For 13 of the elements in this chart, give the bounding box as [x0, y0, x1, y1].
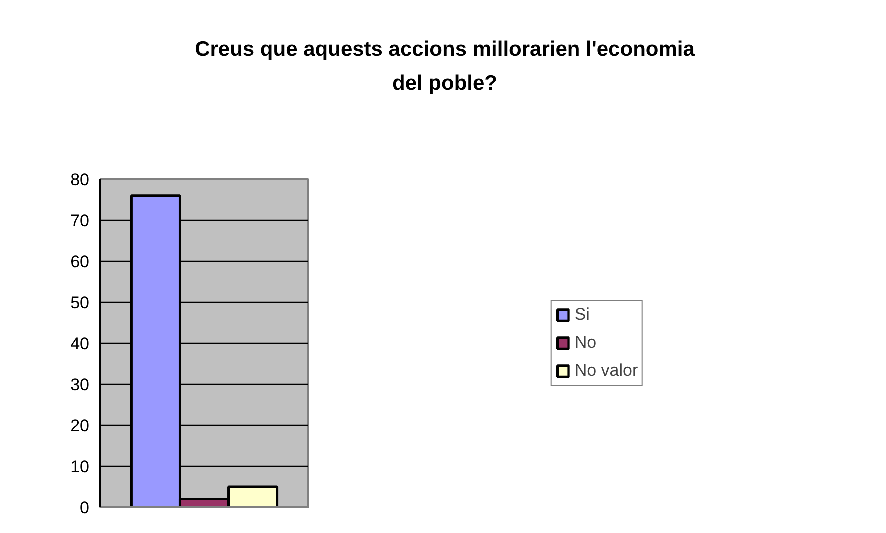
legend-label: No valor — [574, 361, 638, 381]
y-tick-label: 30 — [70, 376, 90, 394]
legend-label: No — [574, 333, 597, 353]
y-tick-label: 10 — [70, 458, 90, 476]
y-tick-label: 50 — [70, 294, 90, 312]
y-tick-label: 60 — [70, 252, 90, 272]
y-tick-label: 20 — [70, 416, 90, 436]
y-tick-label: 70 — [70, 212, 90, 230]
y-tick-label: 80 — [70, 170, 90, 190]
y-tick-label: 0 — [80, 498, 90, 518]
text: Creus que aquests accions millorarien l'economia del poble? — [194, 37, 696, 97]
legend-label: Si — [574, 305, 591, 325]
y-tick-label: 40 — [70, 334, 90, 354]
